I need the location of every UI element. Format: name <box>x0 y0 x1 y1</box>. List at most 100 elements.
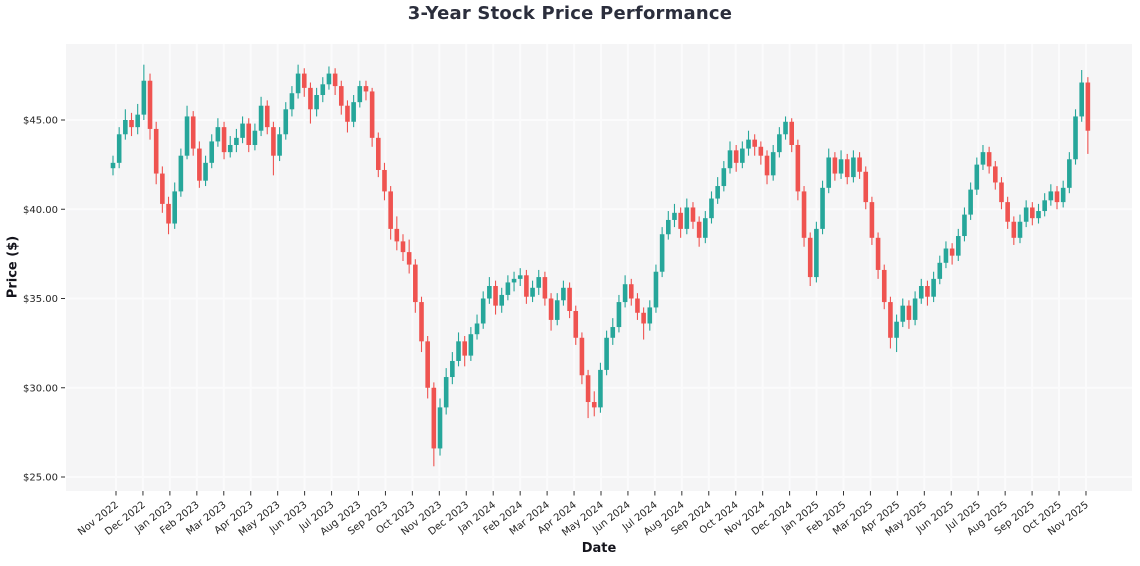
candle-body-down <box>857 157 862 172</box>
candle-body-up <box>918 286 924 299</box>
plot-background <box>66 44 1132 491</box>
candle-body-down <box>221 127 227 153</box>
candle-body-up <box>258 105 264 131</box>
candle-body-down <box>844 159 850 178</box>
candle-body-down <box>369 91 375 138</box>
candle-body-up <box>968 189 973 215</box>
candle-body-up <box>1079 82 1084 117</box>
candle-body-down <box>579 337 585 376</box>
candle-body-up <box>814 228 819 278</box>
candle-body-down <box>881 269 887 303</box>
candle-body-up <box>530 287 535 297</box>
candle-body-down <box>591 402 597 408</box>
candle-body-up <box>851 157 856 178</box>
candle-body-up <box>980 152 986 165</box>
candle-body-up <box>234 137 239 145</box>
candle-body-up <box>499 294 505 306</box>
candle-body-down <box>875 237 881 270</box>
candle-body-down <box>493 286 498 306</box>
candle-body-down <box>925 286 930 297</box>
candle-body-down <box>338 86 344 106</box>
candle-body-up <box>351 102 356 122</box>
candle-body-down <box>129 120 134 128</box>
candle-body-up <box>487 286 492 299</box>
candle-body-down <box>573 310 579 338</box>
candle-body-down <box>888 302 893 338</box>
candle-body-up <box>826 157 832 188</box>
candle-body-up <box>450 360 455 378</box>
candle-body-up <box>172 191 177 224</box>
candle-body-down <box>832 157 838 174</box>
candle-body-down <box>394 228 400 242</box>
candle-body-up <box>684 207 690 229</box>
candle-body-down <box>524 275 529 297</box>
candle-body-up <box>770 152 776 176</box>
candle-body-down <box>696 221 702 238</box>
candle-body-up <box>974 164 980 190</box>
candle-body-down <box>190 116 196 149</box>
candle-body-up <box>554 300 560 320</box>
candle-body-up <box>443 377 449 408</box>
candle-body-down <box>949 248 955 256</box>
candle-body-down <box>585 375 591 403</box>
candle-body-up <box>141 80 147 115</box>
candle-body-down <box>425 341 430 388</box>
candle-body-up <box>1017 221 1023 238</box>
candle-body-up <box>505 282 511 295</box>
candle-body-down <box>641 312 646 324</box>
candle-body-up <box>184 116 190 156</box>
candle-body-down <box>993 166 998 183</box>
candle-body-down <box>376 137 381 170</box>
candle-body-up <box>616 302 622 328</box>
candle-body-up <box>900 305 906 322</box>
candle-body-down <box>758 146 764 156</box>
y-tick-label: $30.00 <box>23 383 58 394</box>
candle-body-up <box>1060 187 1066 203</box>
candle-body-up <box>604 337 609 370</box>
candle-body-up <box>838 159 844 174</box>
candle-body-up <box>123 120 128 135</box>
candle-body-up <box>277 134 282 156</box>
candle-body-down <box>1085 82 1091 131</box>
candle-body-up <box>1023 207 1029 222</box>
candle-body-down <box>548 298 554 320</box>
candle-body-up <box>215 127 221 142</box>
candle-body-down <box>986 152 992 167</box>
candle-body-up <box>647 307 653 324</box>
candle-body-down <box>406 252 412 265</box>
candle-body-up <box>252 130 258 145</box>
candle-body-up <box>289 93 295 110</box>
candle-body-up <box>110 162 116 169</box>
candle-body-up <box>955 236 961 256</box>
chart-title: 3-Year Stock Price Performance <box>407 3 733 24</box>
candle-body-up <box>468 334 474 356</box>
candle-body-down <box>308 87 313 110</box>
candle-body-down <box>807 237 813 278</box>
candle-body-up <box>474 323 480 335</box>
candle-body-up <box>240 123 245 138</box>
candle-body-up <box>437 407 443 449</box>
candle-body-up <box>622 284 628 303</box>
candle-body-up <box>1073 116 1078 160</box>
candle-body-up <box>703 218 708 238</box>
candle-body-up <box>1036 211 1041 219</box>
candle-body-down <box>733 150 739 163</box>
candle-body-up <box>672 212 677 220</box>
candle-body-down <box>153 128 159 174</box>
candle-body-up <box>209 141 215 163</box>
candle-body-down <box>542 277 548 299</box>
candle-body-down <box>1030 207 1035 219</box>
candle-body-down <box>332 73 338 87</box>
candle-body-down <box>869 202 875 238</box>
candle-body-up <box>721 168 727 187</box>
candle-body-down <box>400 241 406 253</box>
y-tick-label: $40.00 <box>23 205 58 216</box>
candle-body-down <box>752 139 757 147</box>
candle-body-up <box>295 73 301 94</box>
candle-body-up <box>357 86 363 103</box>
candle-body-up <box>178 155 184 192</box>
candle-body-up <box>894 321 899 338</box>
candle-body-up <box>783 121 788 135</box>
candle-body-down <box>197 148 202 181</box>
candle-body-up <box>480 298 486 324</box>
